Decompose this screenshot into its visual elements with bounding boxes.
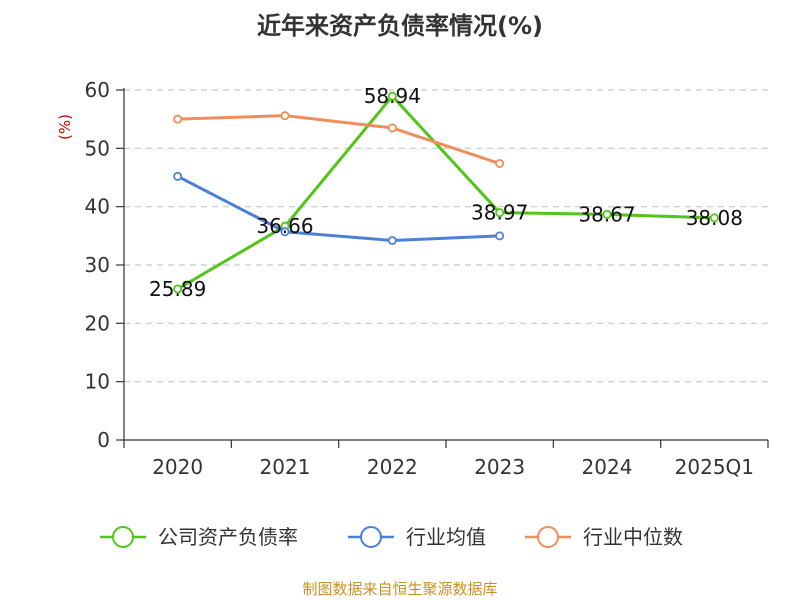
x-tick-label: 2024 (582, 455, 633, 479)
data-label: 58.94 (364, 84, 421, 108)
data-point (280, 111, 290, 121)
data-point (173, 171, 183, 181)
y-axis-unit: (%) (56, 114, 74, 140)
legend-item: 公司资产负债率 (100, 525, 298, 549)
series-line (176, 175, 500, 242)
x-tick-label: 2021 (260, 455, 311, 479)
chart-title: 近年来资产负债率情况(%) (257, 12, 543, 40)
y-tick-label: 30 (85, 253, 110, 277)
data-point (280, 227, 290, 237)
data-point (495, 231, 505, 241)
legend-label: 行业中位数 (583, 525, 683, 549)
legend-label: 行业均值 (406, 525, 486, 549)
y-tick-label: 10 (85, 370, 110, 394)
data-label: 36.66 (256, 214, 313, 238)
series-line (177, 114, 501, 165)
series-line (176, 94, 715, 291)
y-tick-label: 60 (85, 78, 110, 102)
y-tick-label: 20 (85, 311, 110, 335)
data-point (495, 158, 505, 168)
legend-label: 公司资产负债率 (158, 525, 298, 549)
data-point (387, 235, 397, 245)
legend-marker (360, 526, 382, 548)
data-point (173, 114, 183, 124)
data-point (495, 208, 505, 218)
x-tick-label: 2022 (367, 455, 418, 479)
data-point (387, 91, 397, 101)
data-label: 38.08 (686, 206, 743, 230)
data-label: 38.97 (471, 201, 528, 225)
legend-marker (537, 526, 559, 548)
data-point (602, 209, 612, 219)
x-tick-label: 2020 (152, 455, 203, 479)
data-label: 25.89 (149, 277, 206, 301)
data-point (709, 213, 719, 223)
source-note: 制图数据来自恒生聚源数据库 (302, 580, 498, 598)
y-tick-label: 50 (85, 136, 110, 160)
legend-item: 行业中位数 (525, 525, 683, 549)
legend-item: 行业均值 (348, 525, 486, 549)
data-label: 38.67 (578, 202, 635, 226)
y-tick-label: 40 (85, 195, 110, 219)
data-point (387, 123, 397, 133)
data-point (173, 284, 183, 294)
y-tick-label: 0 (97, 428, 110, 452)
x-tick-label: 2023 (474, 455, 525, 479)
legend-marker (112, 526, 134, 548)
x-tick-label: 2025Q1 (675, 455, 754, 479)
